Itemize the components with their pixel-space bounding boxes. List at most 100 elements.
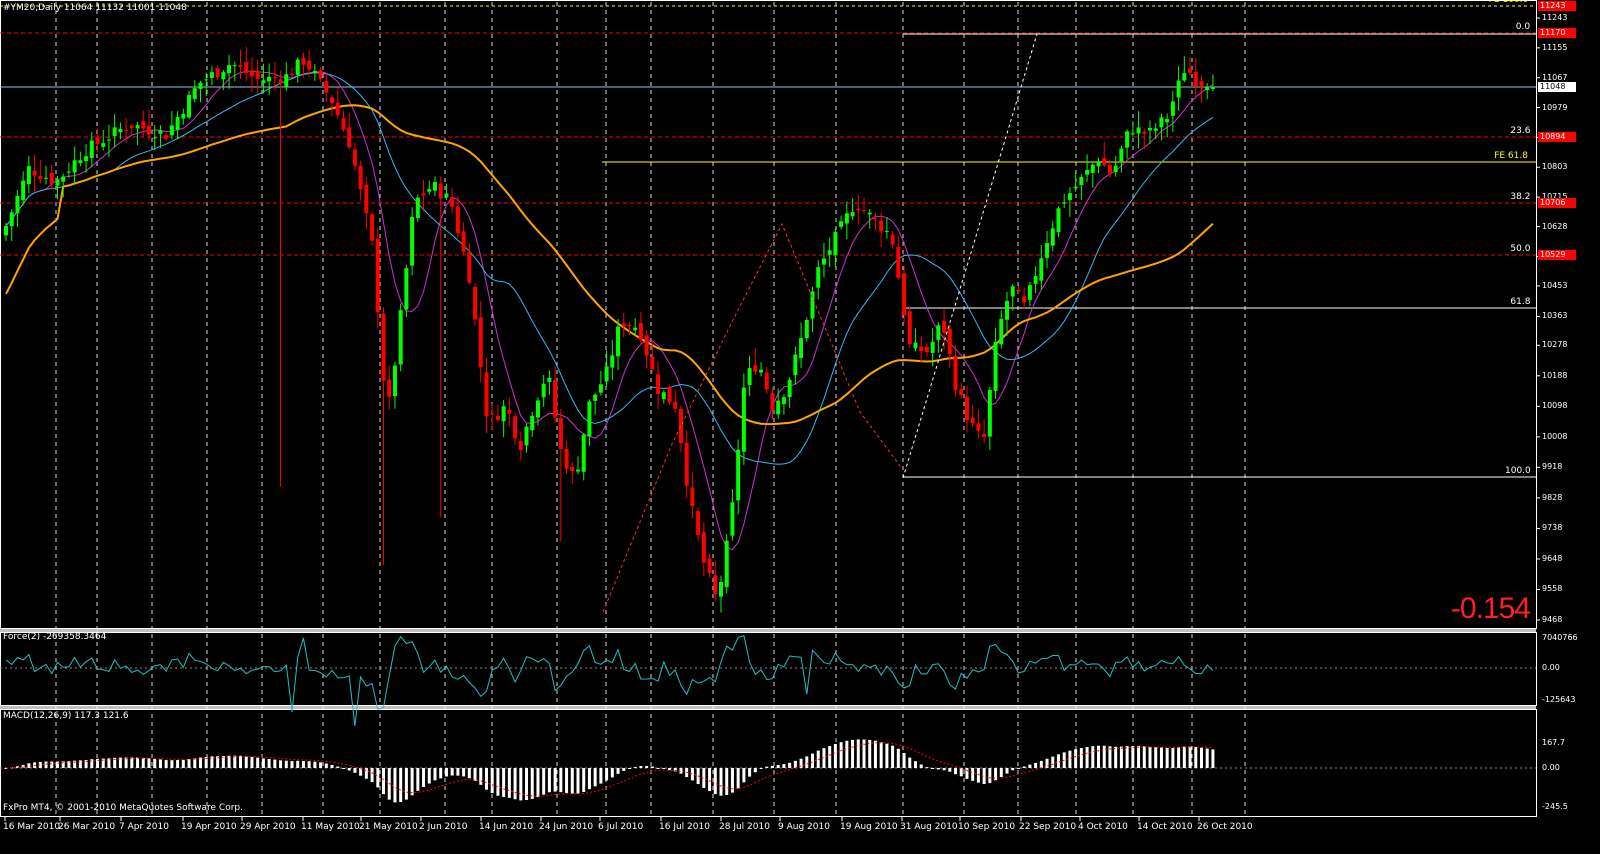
candle-bull: [999, 318, 1004, 345]
candle-bear: [330, 97, 335, 104]
candle-bull: [1136, 127, 1141, 134]
macd-histogram-bar: [891, 745, 895, 768]
candle-bear: [478, 317, 483, 368]
macd-histogram-bar: [284, 760, 288, 768]
candle-bear: [455, 206, 460, 234]
price-axis-label: 10715: [1542, 192, 1568, 202]
ma-fast-line: [5, 70, 1214, 551]
candle-bull: [221, 72, 226, 80]
candle-bull: [1125, 131, 1130, 148]
candle-bull: [993, 341, 998, 391]
candle-bear: [49, 172, 54, 184]
macd-histogram-bar: [1102, 745, 1106, 768]
macd-histogram-bar: [1028, 764, 1032, 768]
macd-histogram-bar: [719, 768, 723, 796]
macd-histogram-bar: [776, 764, 780, 768]
date-axis-label: 7 Apr 2010: [119, 822, 169, 832]
candle-bull: [781, 397, 786, 405]
candle-bear: [684, 442, 689, 486]
macd-histogram-bar: [324, 763, 328, 768]
candle-bull: [719, 582, 723, 597]
price-axis-label: 11243: [1542, 13, 1568, 22]
macd-histogram-bar: [61, 761, 65, 768]
main-frame: [0, 0, 1537, 629]
macd-histogram-bar: [130, 757, 134, 768]
macd-histogram-bar: [536, 768, 540, 798]
macd-histogram-bar: [462, 768, 466, 777]
candle-bull: [1090, 164, 1095, 173]
candle-bear: [713, 575, 718, 595]
macd-histogram-bar: [513, 768, 517, 800]
macd-histogram-bar: [1091, 746, 1095, 768]
macd-histogram-bar: [822, 748, 826, 768]
price-axis-label: 9468: [1542, 615, 1563, 624]
macd-histogram-bar: [204, 756, 208, 768]
candle-bull: [1113, 165, 1118, 173]
candle-bull: [187, 94, 192, 118]
candle-bull: [410, 216, 415, 266]
candle-bull: [987, 389, 992, 437]
candle-bull: [78, 160, 83, 164]
macd-histogram-bar: [1194, 746, 1198, 768]
price-tag: 10894: [1538, 132, 1576, 142]
candle-bull: [804, 320, 809, 339]
macd-histogram-bar: [90, 759, 94, 768]
candle-bear: [1107, 164, 1112, 174]
macd-histogram-bar: [170, 760, 174, 768]
candle-bull: [55, 180, 60, 186]
candle-bear: [215, 68, 220, 78]
candle-bear: [924, 346, 929, 353]
candle-bear: [421, 193, 426, 196]
candle-bear: [467, 251, 472, 283]
price-axis-label: 10803: [1542, 162, 1568, 172]
candle-bull: [1062, 202, 1067, 204]
macd-histogram-bar: [1188, 746, 1192, 768]
candle-bear: [753, 365, 758, 372]
candle-bull: [135, 125, 140, 129]
candle-bear: [347, 127, 352, 148]
macd-histogram-bar: [982, 768, 986, 785]
macd-histogram-bar: [347, 768, 351, 771]
date-axis-label: 14 Jun 2010: [479, 822, 534, 832]
macd-histogram-bar: [593, 768, 597, 787]
candle-bear: [341, 118, 346, 130]
candle-bear: [1142, 131, 1147, 134]
candle-bull: [112, 127, 117, 136]
macd-histogram-bar: [96, 758, 100, 768]
candle-bear: [873, 217, 878, 219]
candle-bull: [1056, 208, 1061, 232]
macd-histogram-bar: [587, 768, 591, 790]
candle-bull: [158, 130, 163, 134]
candle-bear: [959, 389, 964, 395]
macd-histogram-bar: [633, 766, 637, 768]
candle-bull: [1079, 176, 1084, 185]
fib-level-label: 61.8: [1510, 297, 1531, 307]
macd-histogram-bar: [862, 739, 866, 768]
symbol-header: #YM20,Daily 11064 11132 11001 11048: [3, 3, 187, 13]
candle-bear: [770, 392, 775, 411]
date-axis-label: 2 Jun 2010: [419, 822, 468, 832]
macd-histogram-bar: [4, 768, 8, 769]
macd-histogram-bar: [136, 757, 140, 768]
price-axis-label: 9828: [1542, 492, 1563, 502]
candle-bull: [392, 365, 397, 397]
candle-bear: [564, 449, 569, 469]
fib-level-label: FE 61.8: [1494, 151, 1528, 161]
candle-bull: [787, 379, 792, 398]
macd-histogram-bar: [73, 760, 77, 768]
candle-bear: [32, 170, 37, 176]
price-tag: 10529: [1538, 250, 1576, 260]
price-axis-label: 10188: [1542, 370, 1568, 380]
candle-bull: [1033, 276, 1038, 284]
macd-histogram-bar: [496, 768, 500, 796]
macd-histogram-bar: [913, 761, 917, 768]
macd-histogram-bar: [570, 768, 574, 794]
date-axis-label: 24 Jun 2010: [539, 822, 594, 832]
macd-histogram-bar: [1125, 746, 1129, 768]
candle-bear: [621, 323, 626, 327]
candle-bear: [919, 346, 924, 352]
candle-bull: [816, 267, 821, 288]
macd-histogram-bar: [828, 746, 832, 768]
